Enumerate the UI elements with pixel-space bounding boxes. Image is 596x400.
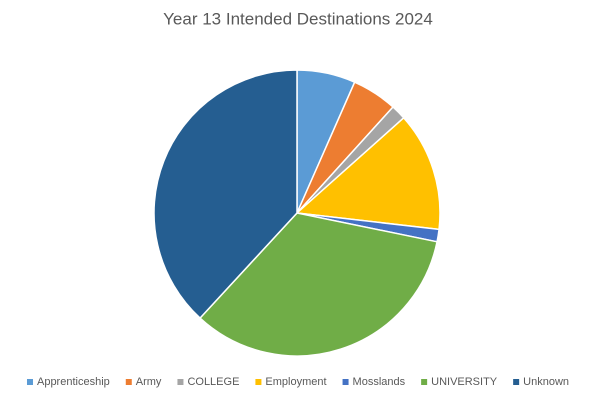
legend-swatch [125,379,132,385]
legend-swatch [255,379,262,385]
legend-swatch [513,379,520,385]
legend-label: Employment [265,376,326,388]
legend-swatch [26,379,33,385]
chart-title: Year 13 Intended Destinations 2024 [163,9,433,28]
legend-label: Army [136,376,162,388]
legend-label: Mosslands [353,376,406,388]
legend-label: COLLEGE [187,376,239,388]
pie-slice [295,116,441,231]
pie-slice [198,212,438,357]
legend-swatch [421,379,428,385]
legend-label: Unknown [523,376,569,388]
legend-label: Apprenticeship [37,376,110,388]
legend-label: UNIVERSITY [431,376,498,388]
legend-swatch [177,379,184,385]
pie-slice [153,69,298,320]
legend-swatch [342,379,349,385]
